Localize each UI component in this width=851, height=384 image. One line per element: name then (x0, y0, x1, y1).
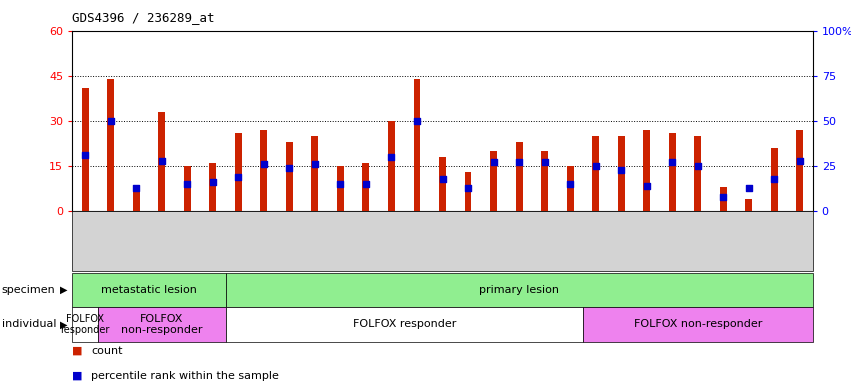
Text: FOLFOX
responder: FOLFOX responder (60, 314, 110, 335)
Point (665, 159, 679, 166)
Text: ■: ■ (72, 371, 83, 381)
Point (589, 163, 603, 169)
Bar (465, 172, 471, 211)
Point (359, 181, 373, 187)
Point (78, 152, 92, 158)
Bar (618, 136, 625, 211)
Bar (592, 136, 599, 211)
Bar (720, 187, 727, 211)
Text: ▶: ▶ (60, 285, 67, 295)
Text: FOLFOX responder: FOLFOX responder (352, 319, 456, 329)
Text: specimen: specimen (2, 285, 55, 295)
Point (614, 167, 628, 173)
Bar (745, 199, 752, 211)
Point (793, 157, 807, 164)
Point (206, 179, 220, 185)
Bar (311, 136, 318, 211)
Text: FOLFOX non-responder: FOLFOX non-responder (634, 319, 762, 329)
Point (155, 157, 168, 164)
Bar (337, 166, 344, 211)
Point (283, 165, 296, 171)
Text: metastatic lesion: metastatic lesion (101, 285, 197, 295)
Point (231, 174, 245, 180)
Bar (643, 130, 650, 211)
Point (308, 161, 322, 167)
Text: ▶: ▶ (60, 319, 67, 329)
Point (487, 159, 500, 166)
Bar (184, 166, 191, 211)
Bar (567, 166, 574, 211)
Point (563, 181, 577, 187)
Point (257, 161, 271, 167)
Bar (363, 163, 369, 211)
Bar (158, 112, 165, 211)
Point (129, 185, 143, 191)
Point (461, 185, 475, 191)
Point (512, 159, 526, 166)
Point (436, 175, 449, 182)
Text: GDS4396 / 236289_at: GDS4396 / 236289_at (72, 12, 214, 25)
Bar (235, 133, 242, 211)
Text: count: count (91, 346, 123, 356)
Text: primary lesion: primary lesion (479, 285, 559, 295)
Text: ■: ■ (72, 346, 83, 356)
Bar (209, 163, 216, 211)
Bar (541, 151, 548, 211)
Bar (388, 121, 395, 211)
Bar (797, 130, 803, 211)
Text: FOLFOX
non-responder: FOLFOX non-responder (121, 314, 203, 335)
Bar (490, 151, 497, 211)
Bar (694, 136, 701, 211)
Point (410, 118, 424, 124)
Point (180, 181, 194, 187)
Point (385, 154, 398, 160)
Bar (414, 79, 420, 211)
Bar (133, 187, 140, 211)
Text: percentile rank within the sample: percentile rank within the sample (91, 371, 279, 381)
Point (538, 159, 551, 166)
Point (104, 118, 117, 124)
Point (640, 183, 654, 189)
Point (768, 175, 781, 182)
Point (717, 194, 730, 200)
Point (742, 185, 756, 191)
Bar (107, 79, 114, 211)
Bar (669, 133, 676, 211)
Bar (260, 130, 267, 211)
Bar (286, 142, 293, 211)
Point (334, 181, 347, 187)
Bar (82, 88, 89, 211)
Bar (771, 148, 778, 211)
Point (691, 163, 705, 169)
Bar (439, 157, 446, 211)
Text: individual: individual (2, 319, 56, 329)
Bar (516, 142, 523, 211)
